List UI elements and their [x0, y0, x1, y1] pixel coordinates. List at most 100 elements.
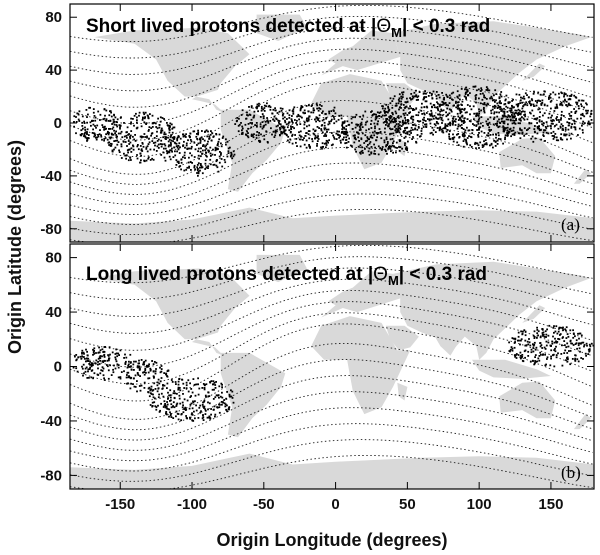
data-point [479, 90, 482, 92]
data-point [178, 394, 181, 397]
data-point [416, 128, 419, 131]
data-point [480, 116, 483, 118]
data-point [467, 94, 469, 97]
data-point [176, 139, 179, 142]
data-point [477, 134, 480, 136]
data-point [179, 389, 182, 392]
data-point [537, 126, 540, 129]
data-point [126, 149, 129, 152]
data-point [202, 405, 205, 408]
data-point [214, 396, 217, 399]
data-point [102, 118, 105, 121]
land-japan [522, 305, 546, 323]
data-point [522, 117, 525, 120]
data-point [579, 350, 581, 353]
data-point [100, 134, 102, 137]
data-point [389, 148, 392, 150]
data-point [490, 142, 493, 145]
data-point [147, 143, 150, 145]
data-point [296, 115, 298, 118]
data-point [395, 104, 398, 107]
data-point [326, 131, 328, 133]
data-point [354, 148, 357, 151]
data-point [338, 114, 341, 117]
data-point [79, 355, 82, 358]
data-point [558, 121, 561, 123]
panel-tag-b: (b) [561, 463, 581, 482]
data-point [553, 119, 555, 122]
data-point [104, 125, 106, 128]
data-point [554, 133, 557, 135]
data-point [575, 342, 578, 345]
data-point [164, 137, 167, 140]
data-point [316, 104, 319, 107]
data-point [552, 353, 555, 356]
data-point [448, 130, 451, 133]
data-point [173, 396, 176, 399]
data-point [571, 358, 574, 360]
data-point [333, 136, 335, 139]
data-point [81, 367, 84, 370]
data-point [199, 142, 202, 144]
data-point [240, 114, 243, 116]
data-point [248, 106, 250, 108]
data-point [351, 145, 353, 147]
data-point [534, 362, 536, 365]
data-point [490, 109, 492, 112]
data-point [165, 373, 167, 376]
data-point [105, 109, 108, 112]
data-point [352, 134, 355, 137]
data-point [524, 339, 527, 342]
data-point [411, 138, 413, 140]
data-point [185, 417, 188, 419]
data-point [162, 136, 165, 139]
data-point [186, 399, 189, 402]
data-point [333, 116, 335, 118]
data-point [288, 141, 291, 144]
data-point [539, 345, 542, 348]
data-point [149, 159, 152, 161]
data-point [116, 139, 119, 142]
data-point [160, 130, 163, 133]
data-point [142, 111, 145, 114]
data-point [126, 126, 129, 129]
data-point [164, 406, 167, 409]
data-point [119, 349, 122, 352]
data-point [216, 144, 219, 146]
data-point [581, 114, 584, 117]
data-point [136, 390, 138, 393]
data-point [160, 139, 163, 142]
data-point [444, 125, 447, 127]
data-point [342, 131, 344, 134]
data-point [146, 136, 148, 139]
data-point [509, 348, 512, 351]
data-point [202, 149, 204, 152]
data-point [197, 170, 200, 173]
data-point [395, 102, 398, 105]
data-point [136, 121, 138, 124]
data-point [291, 115, 293, 117]
data-point [343, 126, 346, 129]
data-point [256, 107, 258, 110]
data-point [513, 134, 516, 136]
data-point [452, 115, 455, 118]
y-tick-label: 40 [45, 62, 62, 79]
data-point [320, 105, 323, 107]
data-point [573, 119, 575, 122]
data-point [291, 142, 294, 145]
data-point [399, 139, 402, 142]
data-point [495, 111, 498, 114]
data-point [316, 126, 319, 128]
data-point [313, 133, 316, 136]
data-point [518, 339, 520, 342]
data-point [138, 111, 141, 114]
data-point [423, 119, 425, 122]
data-point [574, 343, 577, 345]
data-point [449, 138, 451, 140]
data-point [221, 391, 223, 394]
data-point [259, 123, 262, 126]
data-point [532, 350, 535, 353]
data-point [344, 142, 347, 145]
data-point [137, 374, 140, 376]
field-contour [70, 244, 593, 284]
